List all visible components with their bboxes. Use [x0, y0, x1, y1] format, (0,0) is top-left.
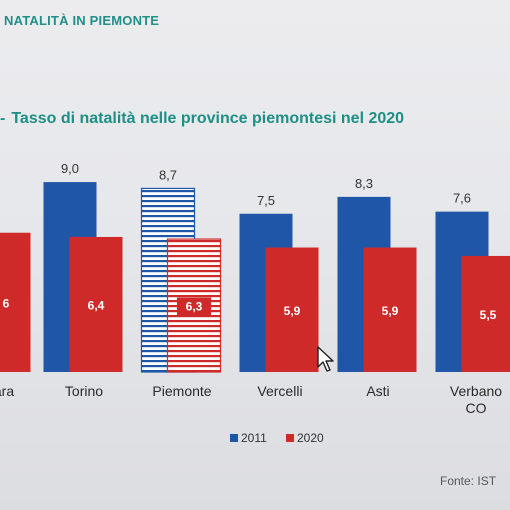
legend-swatch-2011: [230, 434, 238, 442]
labels-layer: 6 ara 9,0 6,4 Torino 8,7 6,3 Piemonte 7,5 5,9 Verc…: [0, 161, 502, 416]
category-label-4: Asti: [366, 383, 389, 399]
label-2011-3: 7,5: [257, 193, 275, 208]
category-label-1: Torino: [65, 383, 103, 399]
category-label-3: Vercelli: [257, 383, 302, 399]
label-2020-1: 6,4: [88, 298, 105, 312]
bars-layer: [0, 182, 510, 373]
chart-title-text: Tasso di natalità nelle province piemont…: [11, 110, 405, 127]
bar-2020-5: [461, 255, 510, 372]
category-label-2: Piemonte: [152, 383, 211, 399]
bar-2020-1: [69, 236, 123, 372]
legend-label-2011: 2011: [241, 431, 267, 445]
label-2011-2: 8,7: [159, 167, 177, 182]
label-2020-0: 6: [3, 296, 10, 310]
section-title: NATALITÀ IN PIEMONTE: [4, 13, 160, 28]
legend: 2011 2020: [230, 431, 324, 445]
bar-2020-4: [363, 247, 417, 372]
label-2020-4: 5,9: [382, 304, 399, 318]
bar-2020-3: [265, 247, 319, 372]
label-2011-4: 8,3: [355, 176, 373, 191]
bar-2020-0: [0, 232, 31, 372]
legend-label-2020: 2020: [297, 431, 324, 445]
category-label-5: Verbano CO: [450, 383, 502, 416]
chart-title: - Tasso di natalità nelle province piemon…: [0, 110, 404, 128]
category-label-0: ara: [0, 383, 14, 399]
label-2020-5: 5,5: [480, 308, 497, 322]
label-2011-5: 7,6: [453, 191, 471, 206]
label-2020-3: 5,9: [284, 304, 301, 318]
source-note: Fonte: IST: [440, 474, 497, 488]
mouse-pointer-icon: [317, 346, 334, 372]
legend-swatch-2020: [286, 434, 294, 442]
chart-title-prefix: -: [0, 110, 6, 127]
label-bg-2020-2: [177, 297, 211, 316]
label-2011-1: 9,0: [61, 161, 79, 176]
label-2020-2: 6,3: [186, 300, 203, 314]
